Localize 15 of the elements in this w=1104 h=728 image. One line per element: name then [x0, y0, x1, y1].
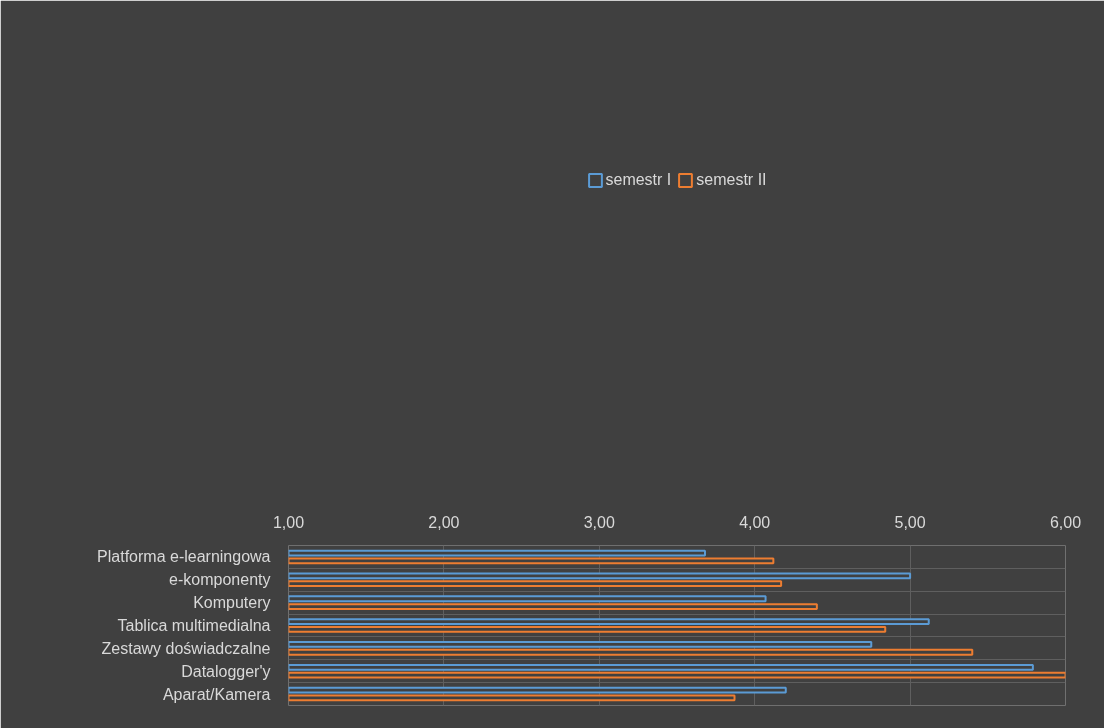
legend-label: semestr I [605, 170, 672, 189]
x-tick-label: 1,00 [272, 513, 305, 531]
y-tick-label: Datalogger'y [181, 662, 271, 680]
x-tick-label: 2,00 [428, 513, 460, 531]
x-tick-label: 3,00 [583, 513, 615, 531]
x-tick-label: 5,00 [894, 513, 926, 531]
y-tick-label: Platforma e-learningowa [97, 548, 271, 566]
y-tick-label: Aparat/Kamera [162, 685, 271, 703]
y-tick-label: Komputery [193, 594, 271, 612]
y-tick-label: Zestawy doświadczalne [101, 639, 271, 657]
x-tick-label: 6,00 [1049, 513, 1082, 531]
x-tick-label: 4,00 [739, 513, 771, 531]
legend-label: semestr II [696, 170, 767, 189]
y-tick-label: Tablica multimedialna [117, 617, 271, 634]
y-tick-label: e-komponenty [169, 571, 271, 589]
